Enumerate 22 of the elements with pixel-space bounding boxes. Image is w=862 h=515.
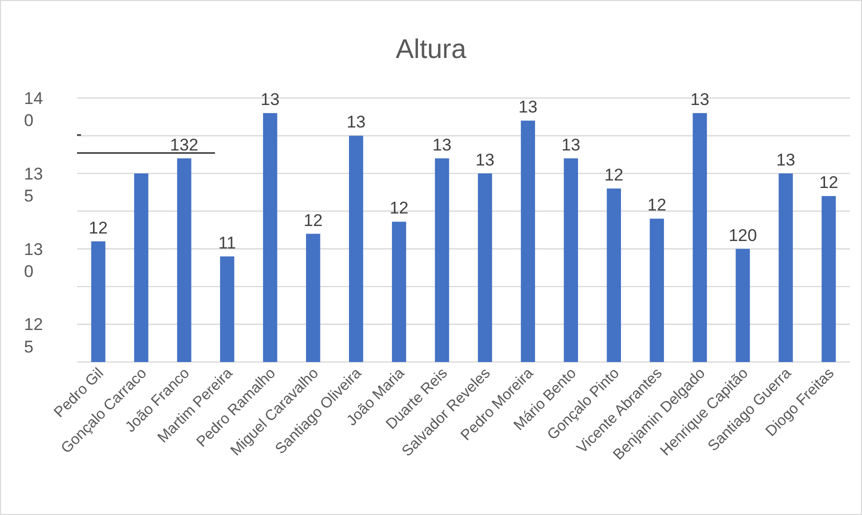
y-tick-label: 140 [24, 88, 43, 130]
annotation: 12 [819, 173, 838, 192]
y-tick-label: 125 [24, 315, 43, 356]
annotation: 13 [690, 90, 710, 110]
annotation: 12 [647, 196, 666, 215]
y-tick-label: 130 [24, 240, 43, 281]
annotation: 11 [218, 233, 236, 252]
annotation: 13 [476, 150, 494, 170]
annotation: 13 [260, 90, 280, 110]
annotation: 12 [604, 166, 624, 185]
annotation: 13 [561, 135, 580, 154]
chart-title: Altura [396, 34, 468, 64]
annotation: 120 [728, 226, 757, 245]
annotation: 13 [518, 98, 538, 117]
annotation: 12 [304, 210, 323, 230]
annotation: 12 [88, 218, 108, 238]
annotation: 132 [170, 135, 198, 154]
y-tick-label: 135 [24, 164, 43, 206]
annotation: 13 [346, 112, 366, 132]
annotation: 13 [432, 135, 452, 154]
annotation: 13 [776, 150, 796, 170]
annotation: 12 [390, 198, 409, 218]
